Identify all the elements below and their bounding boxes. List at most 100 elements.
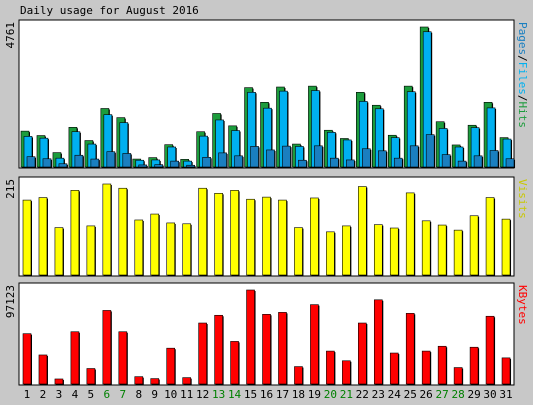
bar-kbytes-day-12 <box>198 322 208 385</box>
panel-hits-files-pages: 4761 Pages/Files/Hits <box>4 19 529 169</box>
x-tick-label-day-11: 11 <box>180 388 193 401</box>
x-tick-label-day-20: 20 <box>324 388 337 401</box>
bar-pages-day-7 <box>122 153 132 168</box>
bar-visits-day-19 <box>310 197 320 276</box>
ymax-label-hits-files-pages: 4761 <box>4 22 17 49</box>
bar-pages-day-17 <box>282 145 292 168</box>
bar-pages-day-22 <box>362 148 372 168</box>
ymax-label-visits: 215 <box>4 179 17 199</box>
x-tick-label-day-8: 8 <box>135 388 142 401</box>
x-tick-label-day-4: 4 <box>72 388 79 401</box>
x-tick-label-day-7: 7 <box>119 388 126 401</box>
bar-visits-day-23 <box>373 224 384 276</box>
x-tick-label-day-14: 14 <box>228 388 242 401</box>
bar-visits-day-28 <box>453 229 464 276</box>
bar-kbytes-day-20 <box>326 350 336 385</box>
chart-title: Daily usage for August 2016 <box>20 4 199 17</box>
bar-kbytes-day-29 <box>469 346 480 385</box>
bar-kbytes-day-11 <box>182 377 192 385</box>
bar-kbytes-day-22 <box>358 322 368 385</box>
bar-pages-day-30 <box>489 150 500 168</box>
bar-kbytes-day-2 <box>38 354 48 385</box>
x-tick-label-day-2: 2 <box>40 388 47 401</box>
bar-pages-day-19 <box>314 145 324 168</box>
bar-visits-day-11 <box>182 223 192 276</box>
x-tick-label-day-30: 30 <box>483 388 496 401</box>
bar-kbytes-day-27 <box>437 345 448 385</box>
bar-visits-day-29 <box>469 215 480 276</box>
bar-visits-day-10 <box>166 222 176 276</box>
bar-pages-day-1 <box>26 156 36 168</box>
bar-kbytes-day-17 <box>278 312 288 385</box>
bar-pages-day-28 <box>457 160 468 168</box>
bar-kbytes-day-3 <box>54 378 64 385</box>
x-tick-label-day-21: 21 <box>340 388 353 401</box>
bar-kbytes-day-1 <box>22 333 32 385</box>
bar-pages-day-15 <box>250 146 260 168</box>
bar-visits-day-9 <box>150 213 160 276</box>
bar-visits-day-15 <box>246 198 256 276</box>
bar-kbytes-day-7 <box>118 331 128 385</box>
bar-pages-day-16 <box>266 149 276 168</box>
bar-kbytes-day-15 <box>246 289 256 385</box>
x-tick-label-day-10: 10 <box>164 388 177 401</box>
bar-pages-day-11 <box>186 164 196 168</box>
panel-kbytes: 97123 KBytes <box>4 282 529 386</box>
x-tick-label-day-31: 31 <box>499 388 512 401</box>
bar-kbytes-day-24 <box>389 352 400 385</box>
x-tick-label-day-12: 12 <box>196 388 209 401</box>
bar-kbytes-day-9 <box>150 378 160 385</box>
bar-visits-day-3 <box>54 227 64 276</box>
bar-pages-day-20 <box>330 157 340 168</box>
bar-kbytes-day-13 <box>214 314 224 385</box>
bar-pages-day-3 <box>58 163 68 168</box>
bar-pages-day-12 <box>202 156 212 168</box>
x-tick-label-day-17: 17 <box>276 388 289 401</box>
bar-visits-day-6 <box>102 183 112 276</box>
bar-kbytes-day-8 <box>134 376 144 385</box>
x-tick-label-day-29: 29 <box>467 388 480 401</box>
x-tick-label-day-24: 24 <box>388 388 402 401</box>
x-tick-label-day-18: 18 <box>292 388 305 401</box>
bar-kbytes-day-28 <box>453 367 464 385</box>
bar-kbytes-day-18 <box>294 366 304 385</box>
x-tick-label-day-1: 1 <box>24 388 31 401</box>
bar-visits-day-1 <box>22 199 32 276</box>
bar-pages-day-25 <box>409 145 420 168</box>
bar-visits-day-21 <box>342 225 352 276</box>
bar-kbytes-day-10 <box>166 347 176 385</box>
bar-visits-day-13 <box>214 193 224 276</box>
bar-visits-day-16 <box>262 196 272 276</box>
bar-visits-day-25 <box>405 192 416 276</box>
bar-visits-day-8 <box>134 219 144 276</box>
bar-pages-day-23 <box>377 150 388 168</box>
series-label-visits: Visits <box>516 179 529 219</box>
bar-visits-day-17 <box>278 199 288 276</box>
x-tick-label-day-26: 26 <box>420 388 433 401</box>
x-tick-label-day-16: 16 <box>260 388 273 401</box>
bar-pages-day-29 <box>473 155 484 168</box>
x-tick-label-day-25: 25 <box>404 388 417 401</box>
bar-pages-day-2 <box>42 158 52 168</box>
bar-visits-day-4 <box>70 190 80 276</box>
bar-visits-day-7 <box>118 187 128 276</box>
x-tick-label-day-27: 27 <box>436 388 449 401</box>
bar-visits-day-20 <box>326 231 336 276</box>
bar-kbytes-day-30 <box>485 315 496 385</box>
bar-visits-day-30 <box>485 197 496 276</box>
x-tick-label-day-3: 3 <box>56 388 63 401</box>
panel-visits: 215 Visits <box>4 176 529 277</box>
bar-pages-day-21 <box>346 159 356 168</box>
bar-kbytes-day-14 <box>230 341 240 385</box>
x-tick-label-day-19: 19 <box>308 388 321 401</box>
x-tick-label-day-6: 6 <box>104 388 111 401</box>
bar-pages-day-4 <box>74 154 84 168</box>
bar-visits-day-31 <box>501 218 512 276</box>
bar-kbytes-day-21 <box>342 360 352 385</box>
x-tick-label-day-28: 28 <box>451 388 464 401</box>
bar-kbytes-day-5 <box>86 368 96 385</box>
bar-pages-day-13 <box>218 152 228 168</box>
bar-visits-day-14 <box>230 190 240 276</box>
bar-kbytes-day-23 <box>373 299 384 385</box>
